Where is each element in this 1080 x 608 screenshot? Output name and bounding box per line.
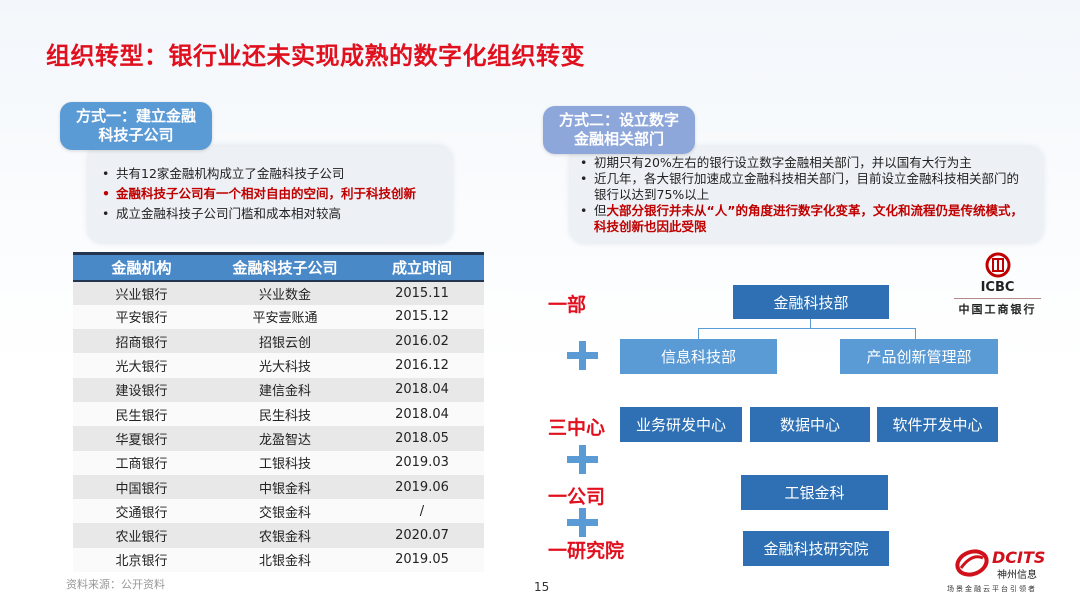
table-row: 农业银行 农银金科 2020.07 <box>73 523 484 548</box>
table-row: 兴业银行 兴业数金 2015.11 <box>73 280 484 305</box>
table-row: 交通银行 交银金科 / <box>73 499 484 524</box>
table-row: 工商银行 工银科技 2019.03 <box>73 450 484 475</box>
table-cell: 中国银行 <box>73 474 210 500</box>
bullet: 初期只有20%左右的银行设立数字金融相关部门，并以国有大行为主 <box>580 155 1031 171</box>
org-fintech-dept: 金融科技部 <box>733 285 889 319</box>
table-cell: 2020.07 <box>360 523 484 548</box>
table-cell: 2015.11 <box>360 280 484 305</box>
dcits-en: DCITS <box>992 548 1046 567</box>
bullet: 成立金融科技子公司门槛和成本相对较高 <box>102 206 452 222</box>
tag-company: 一公司 <box>548 486 606 508</box>
connector <box>915 328 916 339</box>
table-cell: 平安壹账通 <box>210 304 360 330</box>
table-row: 平安银行 平安壹账通 2015.12 <box>73 304 484 330</box>
table-cell: 2019.05 <box>360 547 484 573</box>
method1-label-line1: 方式一：建立金融 <box>75 107 196 125</box>
table-cell: 华夏银行 <box>73 426 210 451</box>
col-header: 金融机构 <box>73 252 210 282</box>
table-cell: 农业银行 <box>73 523 210 548</box>
table-cell: 招商银行 <box>73 329 210 354</box>
plus-icon <box>567 508 598 537</box>
dcits-swirl-icon <box>955 549 989 577</box>
table-cell: 光大银行 <box>73 353 210 378</box>
table-cell: 建信金科 <box>210 377 360 402</box>
method1-textbox: 共有12家金融机构成立了金融科技子公司 金融科技子公司有一个相对自由的空间，利于… <box>88 146 452 243</box>
method1-label: 方式一：建立金融 科技子公司 <box>60 102 212 150</box>
method2-label-line1: 方式二：设立数字 <box>558 111 679 129</box>
icbc-emblem-icon <box>985 252 1010 278</box>
bullet: 近几年，各大银行加速成立金融科技相关部门，目前设立金融科技相关部门的银行以达到7… <box>580 171 1031 203</box>
org-center: 数据中心 <box>750 407 870 442</box>
org-institute: 金融科技研究院 <box>743 531 889 566</box>
table-row: 光大银行 光大科技 2016.12 <box>73 353 484 378</box>
table-row: 中国银行 中银金科 2019.06 <box>73 474 484 500</box>
method1-label-line2: 科技子公司 <box>98 126 174 144</box>
icbc-en: ICBC <box>980 280 1015 295</box>
table-cell: 北京银行 <box>73 547 210 573</box>
bullet: 金融科技子公司有一个相对自由的空间，利于科技创新 <box>102 186 452 202</box>
table-cell: 兴业银行 <box>73 280 210 305</box>
dcits-slogan: 场景金融云平台引领者 <box>947 585 1037 593</box>
method2-label-line2: 金融相关部门 <box>573 130 664 148</box>
table-cell: 农银金科 <box>210 523 360 548</box>
method2-textbox: 初期只有20%左右的银行设立数字金融相关部门，并以国有大行为主 近几年，各大银行… <box>570 147 1043 243</box>
plus-icon <box>567 445 598 474</box>
table-cell: 2018.04 <box>360 377 484 402</box>
col-header: 金融科技子公司 <box>210 252 360 282</box>
table-cell: 工银科技 <box>210 450 360 475</box>
source-note: 资料来源：公开资料 <box>66 578 165 591</box>
org-center: 业务研发中心 <box>620 407 742 442</box>
org-center: 软件开发中心 <box>877 407 998 442</box>
table-cell: 北银金科 <box>210 547 360 573</box>
table-cell: 建设银行 <box>73 377 210 402</box>
table-row: 建设银行 建信金科 2018.04 <box>73 377 484 402</box>
slide-title: 组织转型：银行业还未实现成熟的数字化组织转变 <box>46 42 585 70</box>
org-product-dept: 产品创新管理部 <box>840 339 998 374</box>
table-cell: 民生银行 <box>73 401 210 427</box>
bullet: 共有12家金融机构成立了金融科技子公司 <box>102 166 452 182</box>
table-cell: 2015.12 <box>360 304 484 330</box>
table-cell: 招银云创 <box>210 329 360 354</box>
table-cell: 2018.04 <box>360 401 484 427</box>
bullet-emphasis: 大部分银行并未从“人”的角度进行数字化变革，文化和流程仍是传统模式，科技创新也因… <box>594 203 1023 234</box>
connector <box>698 328 916 329</box>
table-cell: 工商银行 <box>73 450 210 475</box>
fintech-subsidiary-table: 金融机构 金融科技子公司 成立时间 兴业银行 兴业数金 2015.11 平安银行 平安壹… <box>73 252 484 573</box>
org-it-dept: 信息科技部 <box>620 339 777 374</box>
table-cell: 2019.06 <box>360 474 484 500</box>
org-company: 工银金科 <box>741 475 888 510</box>
table-cell: 平安银行 <box>73 304 210 330</box>
table-cell: 光大科技 <box>210 353 360 378</box>
connector <box>810 319 811 328</box>
table-cell: 交通银行 <box>73 499 210 524</box>
table-row: 华夏银行 龙盈智达 2018.05 <box>73 426 484 451</box>
icbc-cn: 中国工商银行 <box>954 298 1041 317</box>
table-cell: 龙盈智达 <box>210 426 360 451</box>
table-cell: 2019.03 <box>360 450 484 475</box>
connector <box>698 328 699 339</box>
table-row: 民生银行 民生科技 2018.04 <box>73 401 484 427</box>
plus-icon <box>567 341 598 370</box>
table-cell: 交银金科 <box>210 499 360 524</box>
dcits-cn: 神州信息 <box>997 570 1037 581</box>
page-number: 15 <box>534 580 550 594</box>
table-row: 北京银行 北银金科 2019.05 <box>73 547 484 573</box>
table-cell: 兴业数金 <box>210 280 360 305</box>
method2-label: 方式二：设立数字 金融相关部门 <box>543 106 695 154</box>
table-cell: 2018.05 <box>360 426 484 451</box>
table-cell: 2016.12 <box>360 353 484 378</box>
table-row: 招商银行 招银云创 2016.02 <box>73 329 484 354</box>
icbc-logo: ICBC 中国工商银行 <box>950 252 1045 317</box>
tag-institute: 一研究院 <box>548 540 625 562</box>
tag-centers: 三中心 <box>548 417 606 439</box>
col-header: 成立时间 <box>360 252 484 282</box>
tag-dept: 一部 <box>548 294 587 316</box>
bullet: 但大部分银行并未从“人”的角度进行数字化变革，文化和流程仍是传统模式，科技创新也… <box>580 203 1031 235</box>
table-cell: 民生科技 <box>210 401 360 427</box>
table-cell: / <box>360 499 484 524</box>
table-cell: 2016.02 <box>360 329 484 354</box>
table-cell: 中银金科 <box>210 474 360 500</box>
bullet-prefix: 但 <box>594 203 607 218</box>
